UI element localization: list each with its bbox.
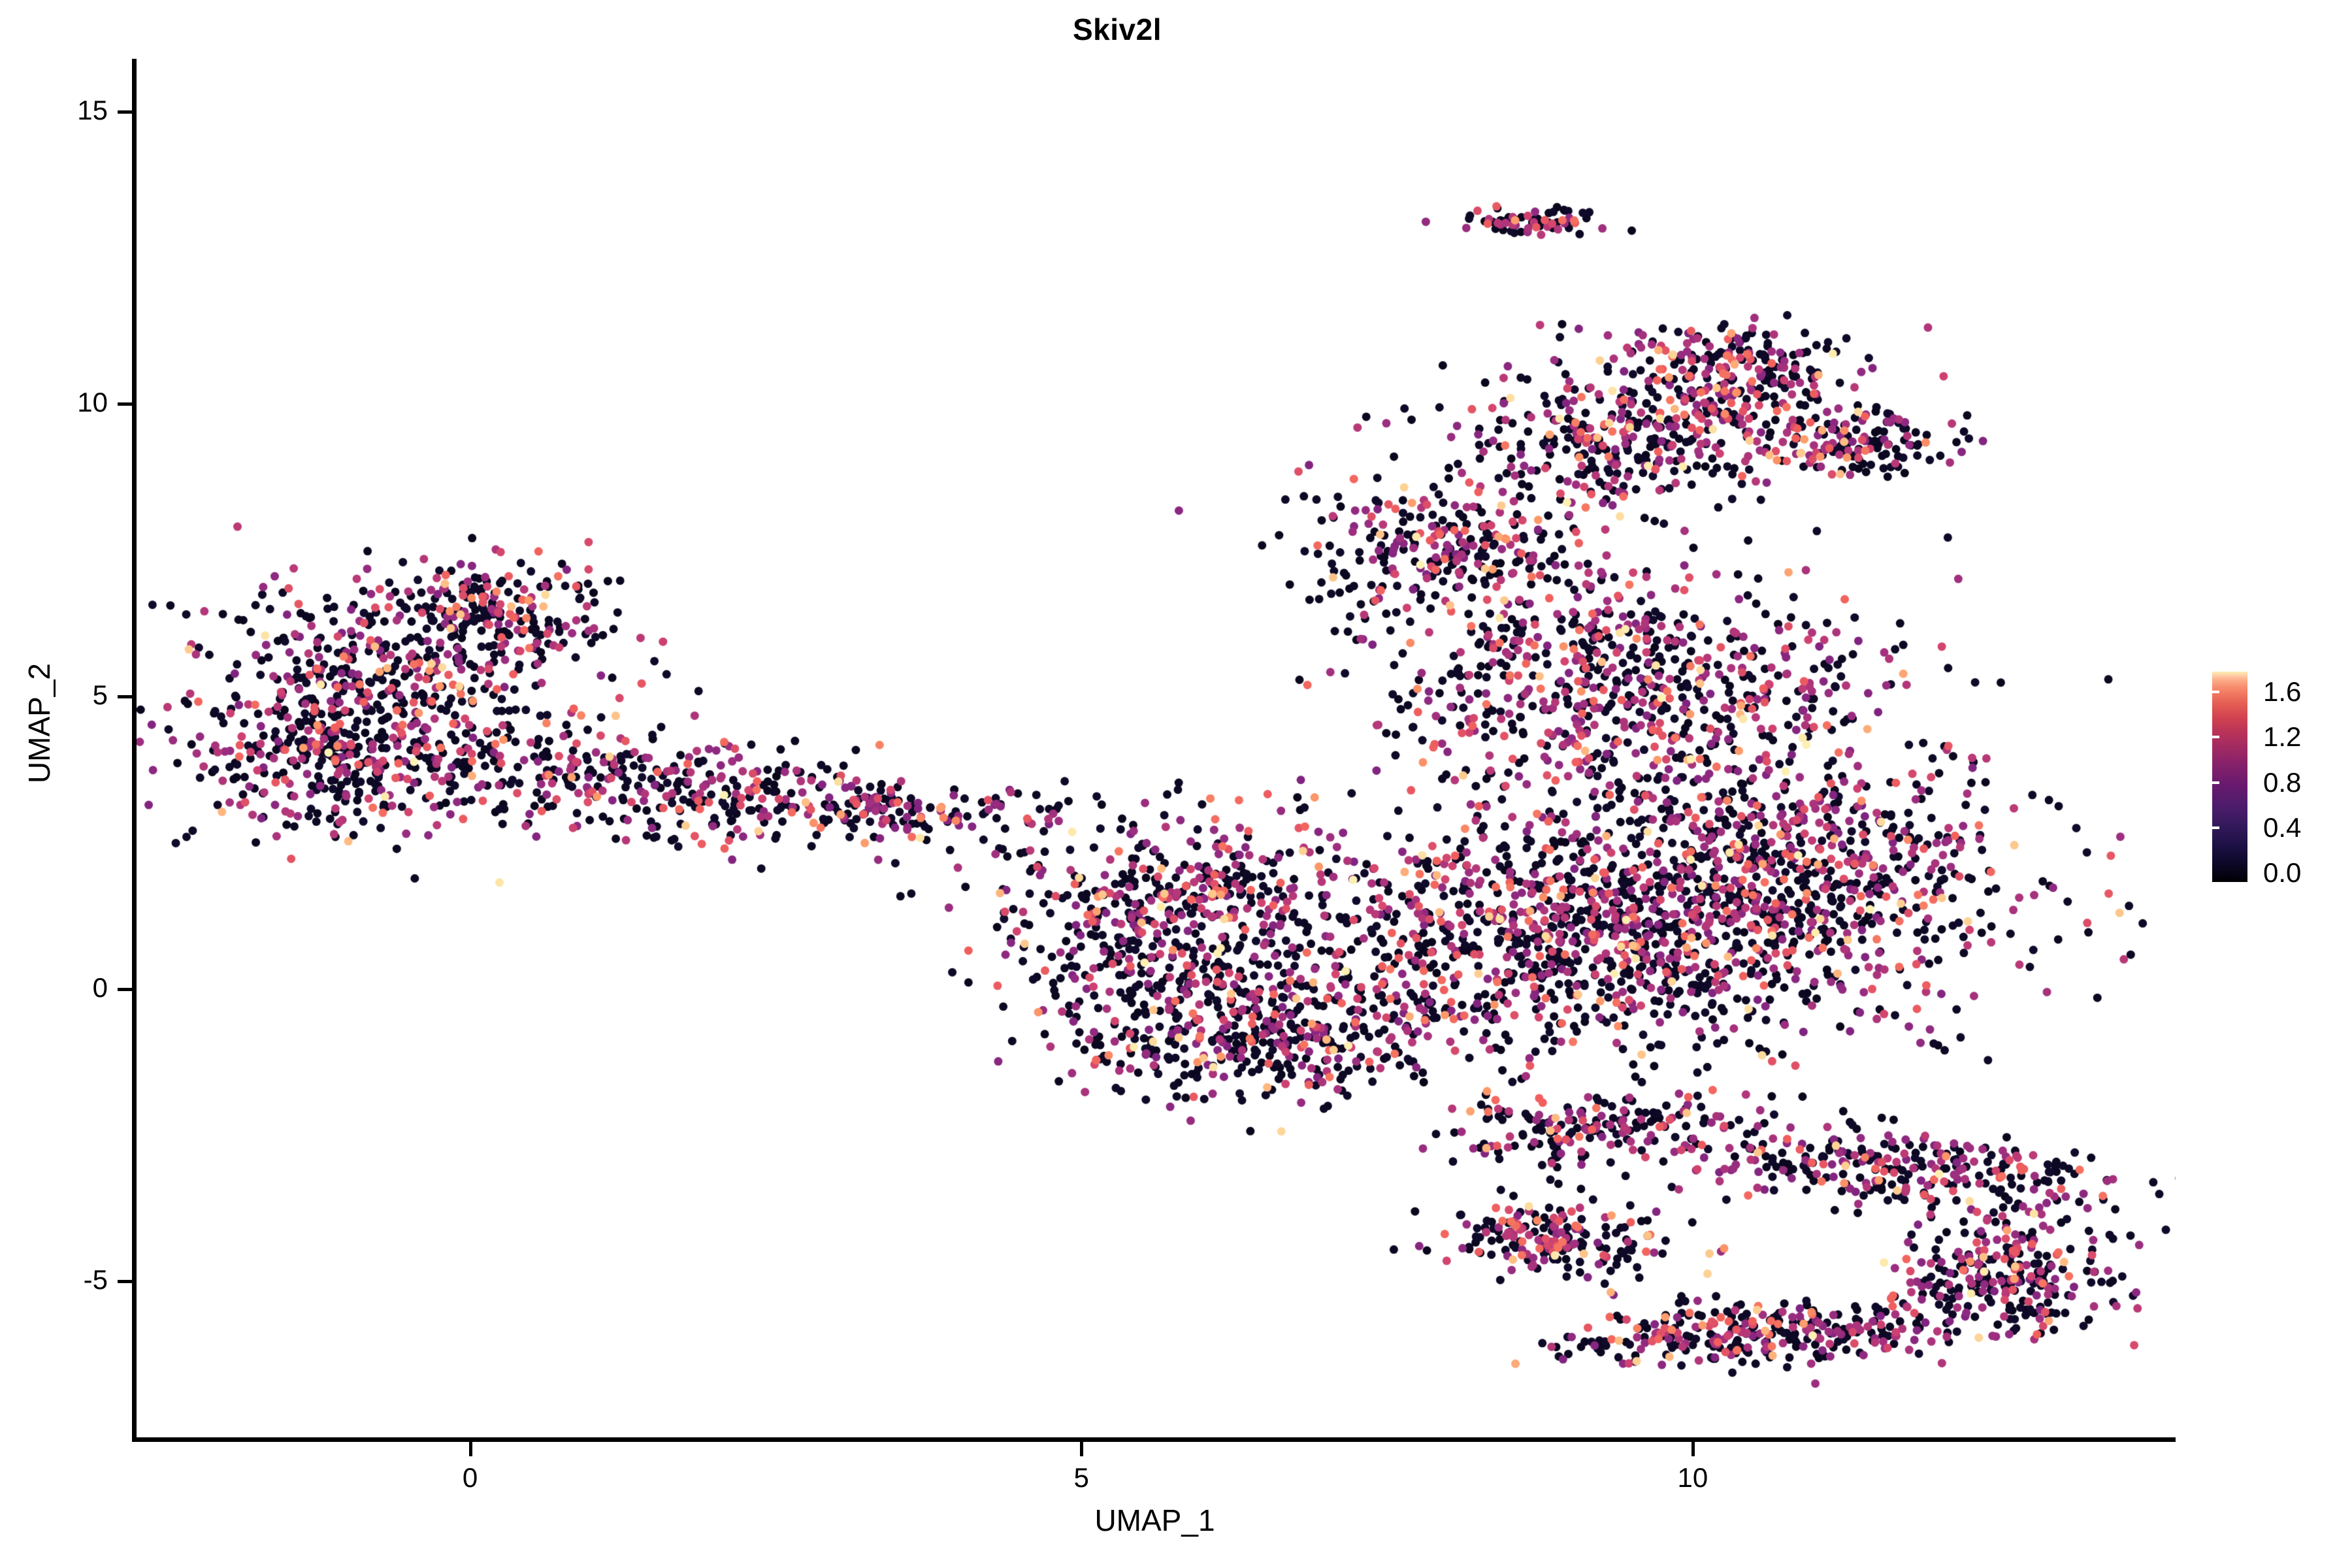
y-axis-title: UMAP_2	[22, 662, 56, 784]
x-axis-line	[132, 1437, 2176, 1442]
y-tick-mark	[118, 987, 132, 991]
colorbar-legend: 0.0 0.4 0.8 1.2 1.6	[2212, 653, 2343, 915]
x-tick-mark	[1080, 1442, 1084, 1456]
colorbar-tick-mark	[2336, 691, 2343, 694]
colorbar-tick-label: 1.2	[2263, 721, 2302, 753]
y-tick-mark	[118, 694, 132, 698]
colorbar-tick-mark	[2212, 691, 2219, 694]
y-tick-label: 15	[77, 94, 108, 125]
x-tick-label: 5	[1073, 1462, 1089, 1493]
colorbar-tick-mark	[2212, 781, 2219, 784]
colorbar-tick-mark	[2212, 826, 2219, 829]
y-axis-line	[132, 59, 137, 1441]
colorbar-tick-mark	[2212, 736, 2219, 739]
colorbar-tick-label: 0.0	[2263, 857, 2302, 889]
x-tick-label: 10	[1677, 1462, 1708, 1493]
colorbar-gradient	[2212, 672, 2247, 882]
page-title: Skiv2l	[1073, 12, 1162, 46]
y-tick-mark	[118, 110, 132, 114]
y-tick-label: 10	[77, 387, 108, 418]
colorbar-tick-mark	[2336, 736, 2343, 739]
colorbar-tick-label: 0.8	[2263, 766, 2302, 798]
x-axis-title: UMAP_1	[1094, 1503, 1215, 1537]
x-tick-mark	[1691, 1442, 1695, 1456]
colorbar-tick-mark	[2336, 781, 2343, 784]
scatter-points-canvas	[134, 59, 2176, 1439]
y-tick-mark	[118, 1280, 132, 1284]
x-tick-label: 0	[462, 1462, 478, 1493]
colorbar-tick-label: 0.4	[2263, 811, 2302, 843]
y-tick-mark	[118, 402, 132, 406]
colorbar-tick-label: 1.6	[2263, 676, 2302, 708]
y-tick-label: -5	[83, 1264, 108, 1296]
y-tick-label: 0	[92, 972, 108, 1003]
y-tick-label: 5	[92, 679, 108, 710]
plot-panel	[134, 59, 2176, 1439]
colorbar-tick-mark	[2336, 826, 2343, 829]
x-tick-mark	[468, 1442, 472, 1456]
